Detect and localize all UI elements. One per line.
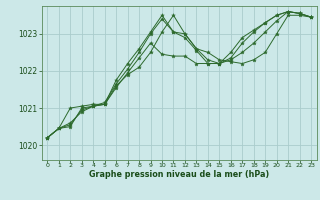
X-axis label: Graphe pression niveau de la mer (hPa): Graphe pression niveau de la mer (hPa) — [89, 170, 269, 179]
